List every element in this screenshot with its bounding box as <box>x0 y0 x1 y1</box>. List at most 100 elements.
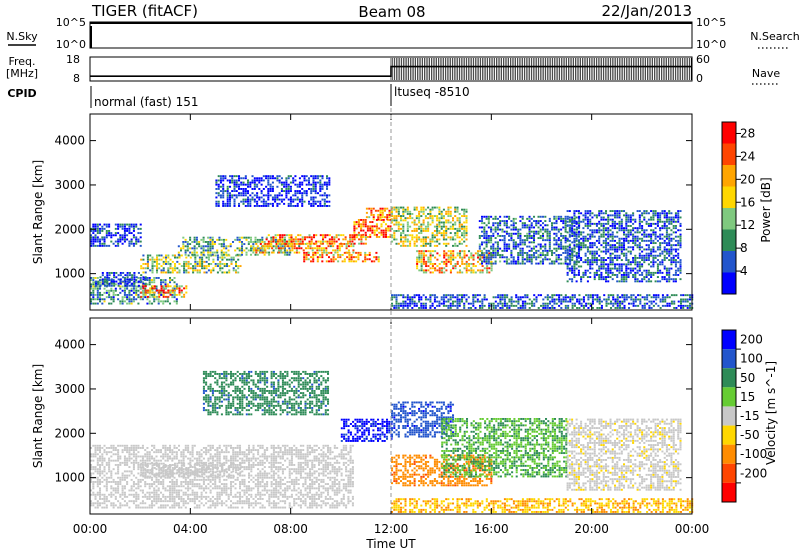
heatmap-cell <box>659 246 662 249</box>
heatmap-cell <box>680 307 683 309</box>
heatmap-cell <box>553 222 556 225</box>
heatmap-cell <box>343 251 346 254</box>
heatmap-cell <box>551 300 554 303</box>
heatmap-cell <box>201 258 204 261</box>
heatmap-cell <box>305 175 308 178</box>
heatmap-cell <box>454 300 457 303</box>
heatmap-cell <box>393 219 396 222</box>
heatmap-cell <box>400 215 403 218</box>
heatmap-cell <box>461 223 464 226</box>
heatmap-cell <box>521 215 524 218</box>
heatmap-cell <box>364 236 367 239</box>
heatmap-cell <box>233 181 236 184</box>
heatmap-cell <box>468 250 471 253</box>
heatmap-cell <box>587 307 590 309</box>
heatmap-cell <box>609 218 612 221</box>
heatmap-cell <box>123 287 126 290</box>
heatmap-cell <box>332 249 335 252</box>
heatmap-cell <box>433 296 436 299</box>
heatmap-cell <box>558 296 561 299</box>
heatmap-cell <box>679 244 682 247</box>
heatmap-cell <box>133 282 136 285</box>
heatmap-cell <box>629 250 632 253</box>
heatmap-cell <box>674 280 677 283</box>
heatmap-cell <box>406 298 409 301</box>
nsearch-tick-bottom: 10^0 <box>696 38 726 51</box>
heatmap-cell <box>485 249 488 252</box>
heatmap-cell <box>404 217 407 220</box>
heatmap-cell <box>351 236 354 239</box>
heatmap-cell <box>298 183 301 186</box>
heatmap-cell <box>151 260 154 263</box>
heatmap-cell <box>526 226 529 229</box>
heatmap-cell <box>593 235 596 238</box>
heatmap-cell <box>467 302 470 305</box>
heatmap-cell <box>308 240 311 243</box>
heatmap-cell <box>238 202 241 205</box>
freq-tick-bottom: 8 <box>73 72 80 85</box>
heatmap-cell <box>560 220 563 223</box>
heatmap-cell <box>123 291 126 294</box>
heatmap-cell <box>661 263 664 266</box>
heatmap-cell <box>108 244 111 247</box>
heatmap-cell <box>472 271 475 274</box>
heatmap-cell <box>454 304 457 307</box>
heatmap-cell <box>628 302 631 305</box>
heatmap-cell <box>654 280 657 283</box>
heatmap-cell <box>483 260 486 263</box>
heatmap-cell <box>485 232 488 235</box>
heatmap-cell <box>582 296 585 299</box>
heatmap-cell <box>636 239 639 242</box>
heatmap-cell <box>133 276 136 279</box>
heatmap-cell <box>219 196 222 199</box>
heatmap-cell <box>241 251 244 254</box>
heatmap-cell <box>560 215 563 218</box>
heatmap-cell <box>276 240 279 243</box>
heatmap-cell <box>452 254 455 257</box>
heatmap-cell <box>564 239 567 242</box>
heatmap-cell <box>575 222 578 225</box>
heatmap-cell <box>577 254 580 257</box>
heatmap-cell <box>233 194 236 197</box>
heatmap-cell <box>663 220 666 223</box>
heatmap-cell <box>229 200 232 203</box>
heatmap-cell <box>364 251 367 254</box>
heatmap-cell <box>591 246 594 249</box>
heatmap-cell <box>564 262 567 265</box>
heatmap-cell <box>431 263 434 265</box>
heatmap-cell <box>137 277 140 279</box>
heatmap-cell <box>409 242 412 245</box>
heatmap-cell <box>422 238 425 241</box>
heatmap-cell <box>231 175 234 178</box>
heatmap-cell <box>609 248 612 251</box>
heatmap-cell <box>591 235 594 238</box>
heatmap-cell <box>307 251 310 254</box>
heatmap-cell <box>305 251 308 254</box>
heatmap-cell <box>261 247 264 250</box>
heatmap-cell <box>177 251 180 254</box>
heatmap-cell <box>494 249 497 252</box>
heatmap-cell <box>517 252 520 254</box>
heatmap-cell <box>130 223 133 226</box>
heatmap-cell <box>591 263 594 266</box>
heatmap-cell <box>445 244 448 247</box>
heatmap-cell <box>560 254 563 257</box>
heatmap-cell <box>160 254 163 257</box>
heatmap-cell <box>242 181 245 184</box>
heatmap-cell <box>263 241 266 243</box>
heatmap-cell <box>225 238 228 241</box>
heatmap-cell <box>652 218 655 221</box>
heatmap-cell <box>285 181 288 184</box>
heatmap-cell <box>99 281 102 284</box>
heatmap-cell <box>220 253 223 256</box>
heatmap-cell <box>135 287 138 290</box>
heatmap-cell <box>397 223 400 226</box>
heatmap-cell <box>162 291 165 294</box>
heatmap-cell <box>647 218 650 221</box>
heatmap-cell <box>139 277 142 279</box>
heatmap-cell <box>262 245 265 248</box>
heatmap-cell <box>568 259 571 262</box>
heatmap-cell <box>415 244 418 247</box>
heatmap-cell <box>366 254 369 256</box>
heatmap-cell <box>205 265 208 268</box>
